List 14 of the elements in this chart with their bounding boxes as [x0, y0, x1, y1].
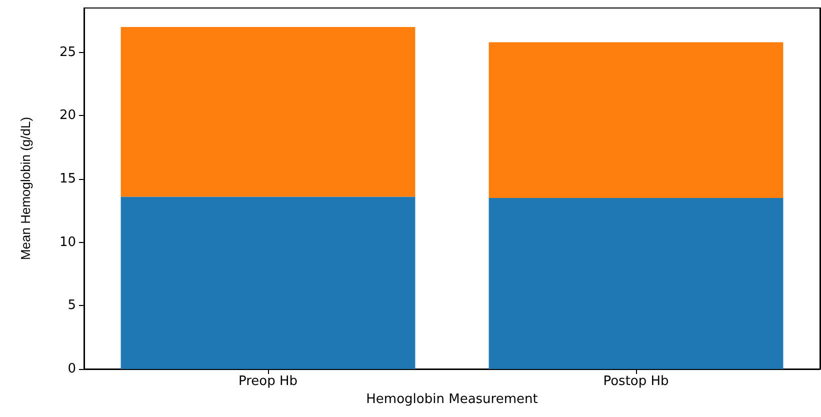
y-tick-label: 25 [59, 44, 76, 60]
y-tick-label: 10 [59, 234, 76, 250]
x-tick-label: Postop Hb [603, 374, 669, 389]
x-tick-label: Preop Hb [238, 374, 298, 389]
bar [488, 198, 784, 369]
y-tick-label: 5 [68, 298, 76, 314]
y-tick-label: 15 [59, 172, 76, 186]
y-tick-label: 0 [68, 362, 76, 376]
y-axis-title: Mean Hemoglobin (g/dL) [18, 116, 33, 260]
x-axis-title: Hemoglobin Measurement [366, 392, 538, 407]
bar [120, 196, 416, 369]
y-tick-label: 20 [59, 108, 76, 124]
bar [488, 42, 784, 198]
bar [120, 27, 416, 197]
